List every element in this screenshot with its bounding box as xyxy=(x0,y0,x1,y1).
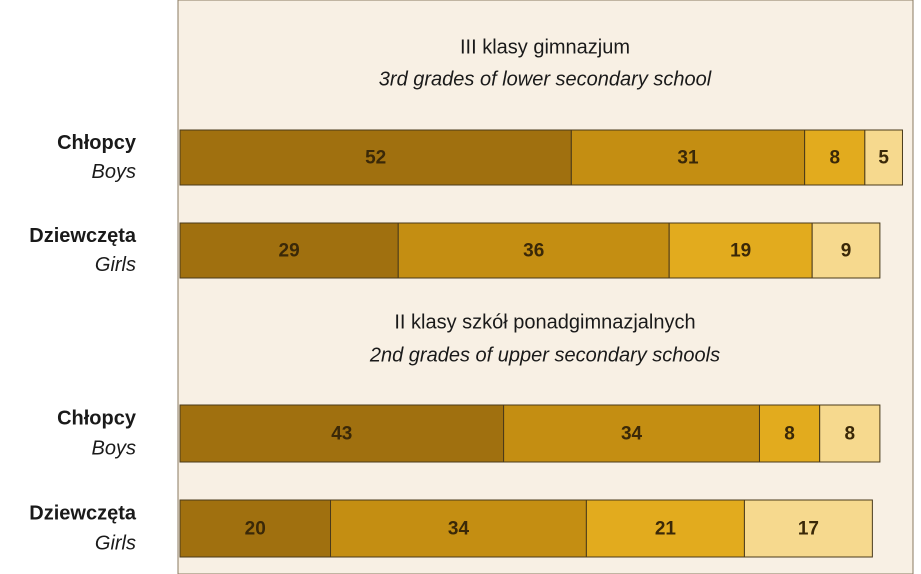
panel-subtitle: 3rd grades of lower secondary school xyxy=(379,68,712,90)
category-label-en: Boys xyxy=(92,438,136,460)
bar-segment xyxy=(668,222,813,279)
plot-background xyxy=(177,0,914,574)
bar-segment xyxy=(743,499,873,558)
category-label-en: Girls xyxy=(95,254,136,276)
category-label-en: Girls xyxy=(95,533,136,555)
bar-segment xyxy=(330,499,587,558)
category-label-en: Boys xyxy=(92,161,136,183)
value-label: 8 xyxy=(784,424,795,445)
bar-segment xyxy=(503,404,760,463)
value-label: 52 xyxy=(365,148,386,169)
category-label: Chłopcy xyxy=(57,408,137,430)
value-label: 8 xyxy=(845,424,856,445)
category-label: Chłopcy xyxy=(57,132,137,154)
value-label: 29 xyxy=(279,241,300,262)
value-label: 5 xyxy=(878,148,889,169)
panel-title: III klasy gimnazjum xyxy=(460,36,630,58)
value-label: 20 xyxy=(245,519,266,540)
bar-segment xyxy=(864,129,903,186)
value-label: 31 xyxy=(677,148,699,169)
category-label: Dziewczęta xyxy=(29,503,137,525)
value-label: 34 xyxy=(621,424,643,445)
value-label: 43 xyxy=(331,424,352,445)
bar-segment xyxy=(585,499,745,558)
bar-segment xyxy=(179,499,332,558)
value-label: 36 xyxy=(523,241,544,262)
bar-segment xyxy=(179,404,505,463)
value-label: 9 xyxy=(841,241,852,262)
panel-title: II klasy szkół ponadgimnazjalnych xyxy=(394,311,695,333)
value-label: 8 xyxy=(829,148,840,169)
category-label: Dziewczęta xyxy=(29,225,137,247)
value-label: 17 xyxy=(798,519,819,540)
bar-segment xyxy=(179,129,572,186)
bar-segment xyxy=(819,404,881,463)
bar-segment xyxy=(811,222,881,279)
bar-segment xyxy=(804,129,866,186)
panel-subtitle: 2nd grades of upper secondary schools xyxy=(369,344,720,366)
value-label: 21 xyxy=(655,519,677,540)
value-label: 34 xyxy=(448,519,470,540)
bar-segment xyxy=(570,129,806,186)
value-label: 19 xyxy=(730,241,751,262)
